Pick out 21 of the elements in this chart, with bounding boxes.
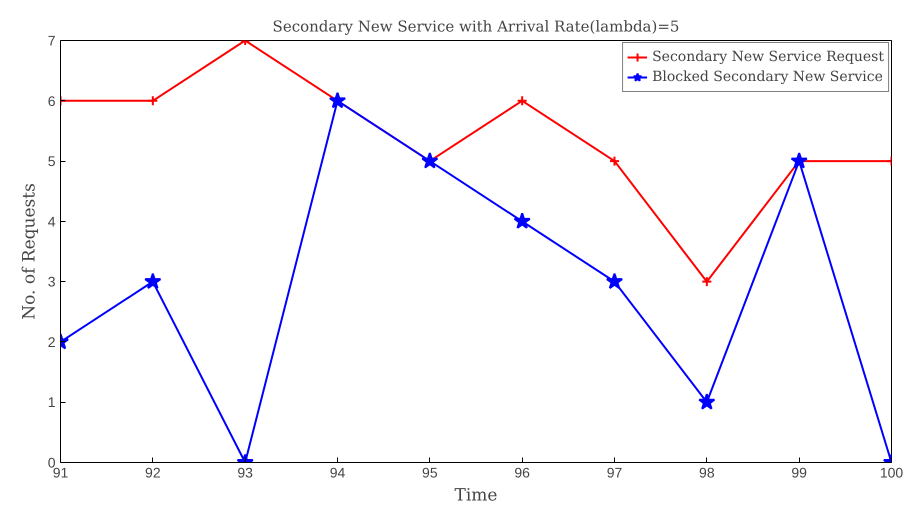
y-tick-label: 5 — [48, 153, 56, 170]
y-tick-label: 1 — [48, 394, 56, 410]
x-tick-label: 93 — [237, 464, 254, 480]
x-axis-title: Time — [454, 486, 498, 506]
x-tick-label: 95 — [422, 464, 438, 480]
chart-title: Secondary New Service with Arrival Rate(lambda)=5 — [272, 18, 680, 36]
legend-label: Secondary New Service Request — [652, 49, 884, 65]
legend-label: Blocked Secondary New Service — [652, 69, 883, 85]
x-tick-label: 96 — [514, 464, 530, 480]
y-tick-label: 7 — [48, 32, 56, 48]
x-tick-label: 94 — [330, 464, 346, 480]
y-tick-label: 3 — [48, 274, 56, 290]
y-tick-label: 4 — [48, 213, 56, 230]
x-tick-label: 99 — [791, 464, 808, 480]
y-axis-title: No. of Requests — [20, 183, 40, 320]
y-tick-label: 6 — [48, 92, 56, 109]
x-tick-label: 92 — [145, 464, 161, 480]
x-tick-label: 97 — [606, 464, 622, 480]
x-tick-label: 98 — [699, 464, 715, 480]
x-tick-label: 100 — [880, 464, 904, 480]
y-tick-label: 2 — [48, 334, 56, 350]
